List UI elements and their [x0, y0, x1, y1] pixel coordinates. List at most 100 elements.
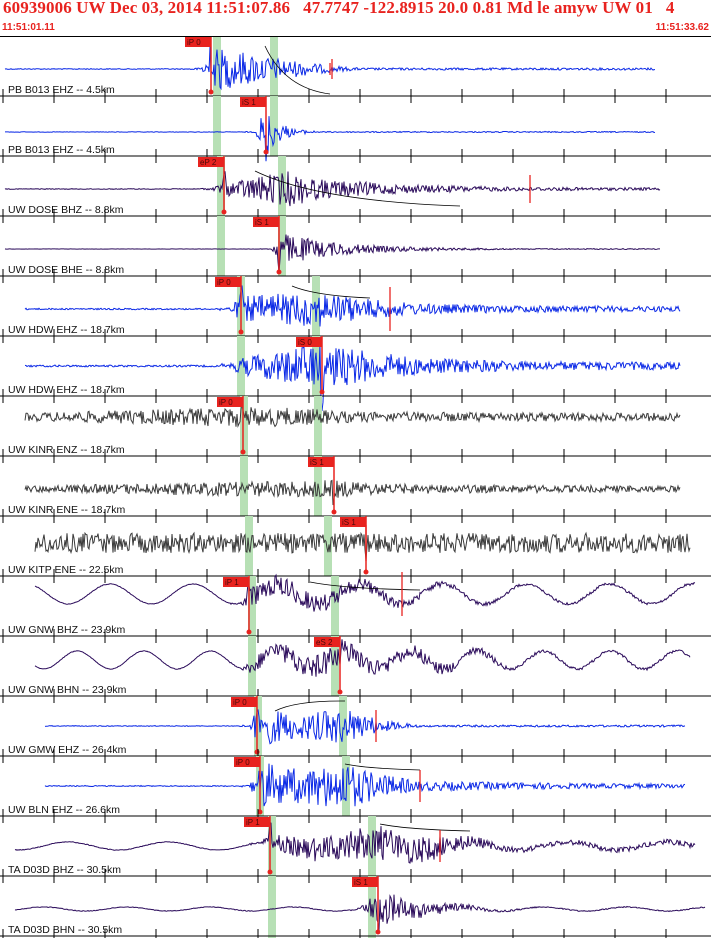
station-label: UW DOSE BHE -- 8.8km [8, 264, 124, 276]
pick-label[interactable]: iS 0 [298, 338, 312, 347]
waveform-trace [4, 234, 660, 273]
pick-label-box[interactable] [296, 337, 322, 347]
station-label: PB B013 EHZ -- 4.5km [8, 144, 115, 156]
pick-label-box[interactable] [217, 397, 243, 407]
pick-dot [238, 329, 244, 335]
station-label: PB B013 EHZ -- 4.5km [8, 84, 115, 96]
station-label: UW GMW EHZ -- 26.4km [8, 744, 127, 756]
pick-label[interactable]: iP 1 [246, 818, 260, 827]
s-window-band [278, 156, 286, 216]
s-window-band [331, 576, 339, 636]
pick-label-box[interactable] [215, 277, 241, 287]
coda-decay-curve [379, 823, 471, 832]
trace-row[interactable]: iS 1 UW DOSE BHE -- 8.8km [0, 216, 711, 283]
pick-label[interactable]: iP 0 [233, 698, 247, 707]
window-end-time: 11:51:33.62 [655, 22, 709, 33]
pick-label[interactable]: iP 1 [225, 578, 239, 587]
p-window-band [213, 36, 221, 96]
pick-label[interactable]: iS 1 [342, 518, 356, 527]
trace-row[interactable]: iS 0 UW HDW EHZ -- 18.7km [0, 336, 711, 412]
s-window-band [331, 636, 339, 696]
station-label: UW BLN EHZ -- 26.6km [8, 804, 120, 816]
pick-label-box[interactable] [340, 517, 366, 527]
station-label: UW KINR ENZ -- 18.7km [8, 444, 125, 456]
station-label: UW GNW BHZ -- 23.9km [8, 624, 126, 636]
coda-decay-curve [291, 285, 371, 299]
coda-decay-curve [344, 763, 421, 771]
station-label: UW KITP ENE -- 22.5km [8, 564, 124, 576]
trace-row[interactable]: eP 2 UW DOSE BHZ -- 8.8km [0, 156, 711, 223]
pick-label-box[interactable] [185, 37, 211, 47]
pick-label-box[interactable] [234, 757, 260, 767]
pick-label[interactable]: iP 0 [187, 38, 201, 47]
p-window-band [268, 876, 276, 938]
pick-dot [267, 869, 273, 875]
pick-dot [257, 809, 263, 815]
trace-row[interactable]: iS 1 UW KINR ENE -- 18.7km [0, 456, 711, 523]
trace-row[interactable]: iP 0 UW HDW EHZ -- 18.7km [0, 276, 711, 343]
pick-label[interactable]: eP 2 [200, 158, 217, 167]
pick-dot [263, 149, 269, 155]
trace-row[interactable]: iP 0 UW BLN EHZ -- 26.6km [0, 756, 711, 823]
coda-decay-curve [274, 700, 346, 712]
trace-row[interactable]: iS 1 PB B013 EHZ -- 4.5km [0, 96, 711, 163]
pick-dot [208, 89, 214, 95]
p-window-band [240, 456, 248, 516]
waveform-trace [5, 116, 656, 162]
pick-label[interactable]: iS 1 [255, 218, 269, 227]
trace-row[interactable]: eS 2 UW GNW BHN -- 23.9km [0, 636, 711, 703]
pick-dot [363, 569, 369, 575]
pick-dot [246, 629, 252, 635]
pick-label-box[interactable] [352, 877, 378, 887]
event-header: 60939006 UW Dec 03, 2014 11:51:07.86 47.… [0, 0, 711, 36]
pick-label[interactable]: iS 1 [242, 98, 256, 107]
coda-decay-curve [309, 581, 421, 591]
p-window-band [254, 696, 262, 756]
pick-label-box[interactable] [198, 157, 224, 167]
pick-label[interactable]: iS 1 [354, 878, 368, 887]
pick-dot [276, 269, 282, 275]
trace-row[interactable]: iP 0 UW KINR ENZ -- 18.7km [0, 396, 711, 463]
waveform-trace [44, 763, 686, 807]
pick-label[interactable]: iP 0 [217, 278, 231, 287]
pick-dot [375, 929, 381, 935]
pick-label-box[interactable] [240, 97, 266, 107]
pick-label[interactable]: iP 0 [219, 398, 233, 407]
pick-label-box[interactable] [223, 577, 249, 587]
station-label: UW HDW EHZ -- 18.7km [8, 384, 125, 396]
p-window-band [240, 396, 248, 456]
waveform-trace [14, 894, 706, 931]
trace-row[interactable]: iS 1 UW KITP ENE -- 22.5km [0, 516, 711, 583]
p-window-band [213, 96, 221, 156]
s-window-band [312, 276, 320, 336]
trace-row[interactable]: iP 0 PB B013 EHZ -- 4.5km [0, 36, 711, 103]
station-label: UW KINR ENE -- 18.7km [8, 504, 126, 516]
waveform-trace [34, 573, 696, 612]
pick-label-box[interactable] [308, 457, 334, 467]
station-label: UW HDW EHZ -- 18.7km [8, 324, 125, 336]
trace-row[interactable]: iS 1 TA D03D BHN -- 30.5km [0, 876, 711, 938]
trace-row[interactable]: iP 1 TA D03D BHZ -- 30.5km [0, 816, 711, 883]
pick-dot [221, 209, 227, 215]
station-label: UW DOSE BHZ -- 8.8km [8, 204, 124, 216]
waveform-trace [4, 171, 661, 207]
pick-label[interactable]: eS 2 [316, 638, 333, 647]
waveform-trace [24, 285, 681, 327]
pick-label-box[interactable] [231, 697, 257, 707]
coda-decay-curve [254, 170, 461, 207]
p-window-band [248, 576, 256, 636]
trace-row[interactable]: iP 1 UW GNW BHZ -- 23.9km [0, 572, 711, 643]
pick-label-box[interactable] [314, 637, 340, 647]
coda-decay-curve [264, 45, 331, 95]
waveform-trace [34, 531, 691, 560]
waveform-trace [24, 402, 681, 428]
s-window-band [314, 396, 322, 456]
seismogram-panel[interactable]: iP 0 PB B013 EHZ -- 4.5km iS 1 PB B013 EHZ … [0, 36, 711, 938]
pick-label-box[interactable] [244, 817, 270, 827]
s-window-band [312, 336, 320, 396]
pick-label-box[interactable] [253, 217, 279, 227]
pick-label[interactable]: iP 0 [236, 758, 250, 767]
pick-label[interactable]: iS 1 [310, 458, 324, 467]
p-window-band [217, 216, 225, 276]
trace-row[interactable]: iP 0 UW GMW EHZ -- 26.4km [0, 696, 711, 763]
